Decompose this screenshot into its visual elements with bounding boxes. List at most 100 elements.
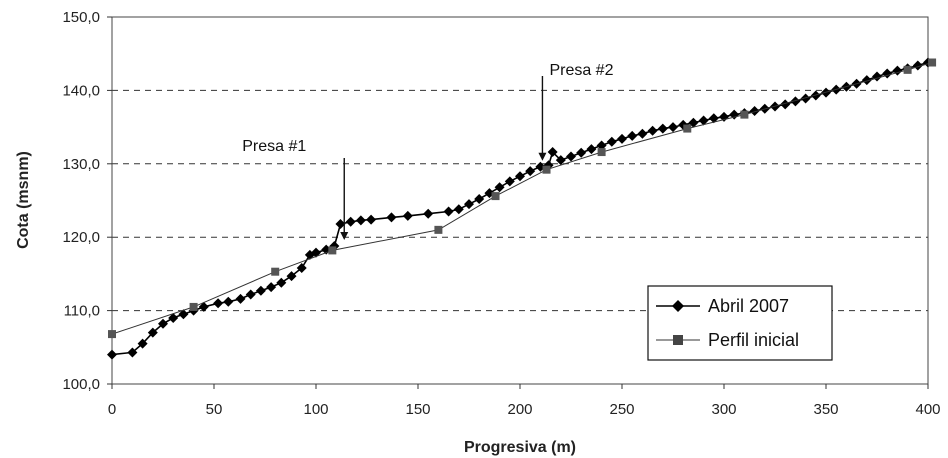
data-point-diamond (107, 349, 117, 360)
y-tick-labels: 100,0 110,0 120,0 130,0 140,0 150,0 (62, 9, 100, 393)
data-point-diamond (729, 109, 740, 120)
x-axis-title: Progresiva (m) (464, 439, 576, 456)
y-tick-label: 130,0 (62, 156, 100, 173)
data-point-diamond (596, 140, 607, 151)
data-point-square (189, 302, 198, 311)
data-point-diamond (627, 130, 638, 141)
data-point-diamond (223, 296, 234, 307)
x-tick-labels: 0 50 100 150 200 250 300 350 400 (108, 401, 941, 418)
x-tick-label: 0 (108, 401, 116, 418)
x-tick-label: 250 (609, 401, 634, 418)
legend-marker-diamond (672, 300, 684, 312)
data-point-diamond (366, 214, 377, 225)
data-point-diamond (198, 301, 209, 312)
legend-box (647, 285, 833, 361)
y-tick-label: 140,0 (62, 82, 100, 99)
data-point-diamond (255, 285, 266, 296)
series-line (111, 62, 933, 335)
data-point-diamond (464, 199, 474, 210)
x-tick-label: 350 (813, 401, 838, 418)
data-point-diamond (213, 298, 224, 309)
data-point-diamond (525, 166, 536, 177)
y-tick-label: 150,0 (62, 9, 100, 26)
data-point-diamond (245, 289, 256, 300)
data-point-diamond (453, 204, 464, 215)
x-tick-label: 300 (711, 401, 736, 418)
annotation-presa-2: Presa #2 (538, 62, 614, 161)
data-point-diamond (335, 218, 346, 229)
data-point-diamond (617, 133, 627, 144)
data-point-diamond (882, 68, 893, 79)
data-point-diamond (474, 194, 485, 205)
data-point-square (928, 58, 937, 67)
data-point-diamond (861, 75, 872, 86)
data-point-diamond (137, 338, 148, 349)
annotation-arrow-head (538, 152, 547, 161)
data-point-diamond (168, 312, 179, 323)
series-perfil-inicial (108, 58, 937, 339)
data-point-diamond (555, 155, 566, 166)
data-point-square (491, 192, 500, 201)
legend-label-perfil: Perfil inicial (708, 330, 799, 350)
data-point-diamond (586, 144, 597, 155)
data-point-diamond (647, 125, 658, 136)
data-point-diamond (355, 215, 366, 226)
x-tick-label: 100 (303, 401, 328, 418)
x-tick-label: 150 (405, 401, 430, 418)
data-point-diamond (657, 123, 668, 134)
data-point-diamond (637, 128, 648, 139)
data-point-diamond (494, 182, 505, 193)
data-point-diamond (423, 208, 434, 219)
annotations: Presa #1 Presa #2 (242, 62, 614, 241)
data-point-square (683, 124, 692, 133)
legend-marker-square (673, 335, 683, 345)
annotation-arrow-head (340, 232, 349, 241)
data-point-square (542, 165, 551, 174)
y-tick-label: 100,0 (62, 376, 100, 393)
data-point-square (903, 65, 912, 74)
data-point-square (597, 148, 606, 157)
data-point-diamond (276, 277, 287, 288)
data-point-diamond (810, 90, 821, 101)
data-point-diamond (515, 171, 525, 182)
data-point-diamond (178, 309, 189, 320)
axis-ticks (107, 16, 929, 389)
series-layer (107, 57, 937, 360)
annotation-presa-1: Presa #1 (242, 138, 349, 241)
x-tick-label: 400 (915, 401, 940, 418)
data-point-square (740, 110, 749, 119)
data-point-diamond (892, 65, 903, 76)
x-tick-label: 50 (206, 401, 223, 418)
data-point-diamond (780, 99, 791, 110)
data-point-square (108, 330, 116, 339)
data-point-diamond (443, 206, 454, 217)
data-point-diamond (286, 271, 297, 282)
data-point-diamond (235, 293, 246, 304)
data-point-diamond (606, 136, 617, 147)
data-point-diamond (147, 327, 158, 338)
data-point-diamond (402, 210, 413, 221)
data-point-diamond (698, 115, 709, 126)
data-point-diamond (266, 282, 277, 293)
annotation-label: Presa #2 (549, 62, 613, 79)
data-point-diamond (708, 113, 719, 124)
data-point-square (271, 267, 280, 276)
y-tick-label: 110,0 (64, 303, 100, 320)
data-point-square (328, 246, 337, 255)
data-point-diamond (800, 93, 811, 104)
data-point-diamond (504, 176, 515, 187)
data-point-diamond (566, 151, 576, 162)
data-point-diamond (296, 263, 307, 274)
annotation-label: Presa #1 (242, 138, 306, 155)
data-point-diamond (547, 147, 558, 158)
data-point-diamond (386, 212, 397, 223)
data-point-diamond (749, 105, 760, 116)
data-point-diamond (576, 147, 587, 158)
data-point-diamond (790, 96, 801, 107)
data-point-diamond (872, 71, 882, 82)
data-point-square (434, 225, 443, 234)
legend: Abril 2007 Perfil inicial (647, 285, 833, 361)
x-tick-label: 200 (507, 401, 532, 418)
grid-lines (112, 89, 928, 312)
